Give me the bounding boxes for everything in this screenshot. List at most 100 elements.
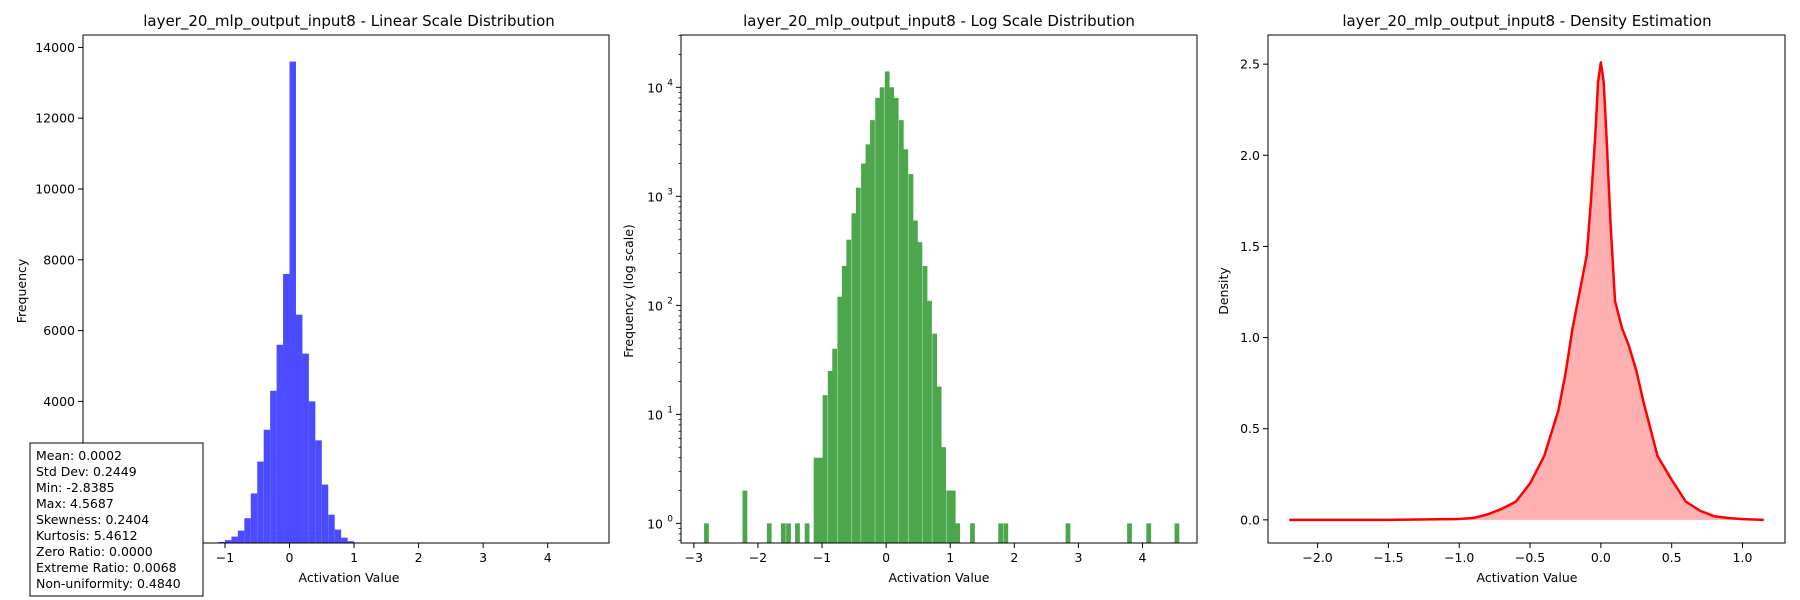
log-x-tick-label: −1 — [813, 550, 831, 565]
log-histogram-bar — [827, 370, 833, 543]
linear-histogram-bar — [315, 440, 322, 543]
log-y-tick-exponent: 2 — [667, 296, 673, 306]
density-panel: layer_20_mlp_output_input8 - Density Est… — [1216, 12, 1786, 585]
log-x-axis-label: Activation Value — [889, 570, 990, 585]
density-x-axis-label: Activation Value — [1477, 570, 1578, 585]
density-curve-line — [1289, 61, 1764, 522]
linear-histogram-bar — [334, 529, 342, 543]
log-histogram-bar — [998, 523, 1004, 543]
log-y-tick-label: 10 — [647, 407, 663, 422]
log-histogram-bar — [822, 395, 828, 543]
log-x-tick-label: −3 — [685, 550, 703, 565]
log-histogram-bar — [841, 265, 847, 543]
linear-y-tick-label: 12000 — [35, 111, 75, 126]
linear-x-axis-label: Activation Value — [299, 570, 400, 585]
log-scale-panel: layer_20_mlp_output_input8 - Log Scale D… — [621, 12, 1198, 585]
linear-histogram-bar — [237, 530, 245, 543]
log-histogram-bar — [879, 87, 885, 544]
log-x-tick-label: 2 — [1010, 550, 1018, 565]
log-histogram-bar — [922, 265, 928, 543]
statistics-box-frame — [29, 442, 204, 597]
linear-x-tick-label: 4 — [544, 550, 552, 565]
log-y-tick-exponent: 0 — [667, 514, 673, 524]
log-histogram-bar — [865, 144, 871, 543]
linear-histogram-bar — [289, 61, 296, 543]
linear-y-tick-label: 10000 — [35, 181, 75, 196]
log-histogram-bar — [932, 333, 938, 543]
linear-histogram-bar — [231, 536, 238, 543]
density-y-tick-label: 1.5 — [1240, 239, 1260, 254]
density-y-tick-label: 1.0 — [1240, 330, 1260, 345]
log-histogram-bar — [813, 457, 819, 543]
density-x-tick-label: 1.0 — [1733, 550, 1753, 565]
linear-histogram-bar — [295, 314, 303, 543]
linear-plot-frame — [82, 34, 610, 544]
log-histogram-bar — [908, 174, 914, 544]
density-curve-area — [1289, 61, 1764, 522]
linear-y-tick-label: 14000 — [35, 40, 75, 55]
log-y-tick-exponent: 3 — [667, 187, 673, 197]
log-x-tick-label: 3 — [1074, 550, 1082, 565]
log-histogram-bar — [1146, 523, 1152, 543]
density-y-tick-label: 2.0 — [1240, 148, 1260, 163]
linear-histogram-bar — [302, 353, 309, 543]
log-x-tick-label: 0 — [882, 550, 890, 565]
linear-histogram-bar — [321, 484, 329, 543]
density-y-tick-label: 0.0 — [1240, 512, 1260, 527]
log-x-tick-label: 1 — [946, 550, 954, 565]
statistics-box: Mean: 0.0002 Std Dev: 0.2449 Min: -2.838… — [29, 442, 204, 597]
linear-histogram-bar — [250, 493, 258, 543]
log-y-tick-exponent: 1 — [667, 405, 673, 415]
linear-y-tick-label: 4000 — [43, 394, 75, 409]
linear-histogram-bar — [328, 514, 335, 543]
log-histogram-bar — [1065, 523, 1071, 543]
log-x-tick-label: −2 — [749, 550, 767, 565]
log-histogram-bar — [946, 490, 952, 543]
log-histogram-bar — [936, 386, 942, 543]
density-chart-title: layer_20_mlp_output_input8 - Density Est… — [1342, 12, 1711, 31]
log-histogram-bar — [913, 220, 918, 543]
log-histogram-bar — [927, 300, 932, 543]
linear-histogram-bars — [218, 61, 361, 543]
log-histogram-bar — [917, 242, 923, 543]
linear-chart-title: layer_20_mlp_output_input8 - Linear Scal… — [143, 12, 555, 31]
log-histogram-bar — [970, 523, 975, 543]
stat-std-dev: Std Dev: 0.2449 — [36, 464, 137, 479]
linear-y-tick-label: 6000 — [43, 323, 75, 338]
linear-histogram-bar — [257, 461, 264, 543]
log-histogram-bar — [893, 97, 899, 543]
stat-non-uniformity: Non-uniformity: 0.4840 — [36, 576, 181, 591]
log-histogram-bar — [870, 120, 875, 543]
linear-scale-panel: layer_20_mlp_output_input8 - Linear Scal… — [14, 12, 610, 597]
log-histogram-bar — [832, 348, 838, 543]
log-histogram-bar — [851, 213, 857, 544]
density-axes: −2.0 −1.5 −1.0 −0.5 0.0 0.5 1.0 0.0 0.5 1.0 1.5 2.0… — [1240, 34, 1786, 565]
log-chart-title: layer_20_mlp_output_input8 - Log Scale D… — [743, 12, 1135, 31]
log-histogram-bar — [898, 120, 904, 543]
density-y-axis-label: Density — [1216, 267, 1231, 315]
log-histogram-bar — [786, 523, 791, 543]
density-x-tick-label: −1.0 — [1444, 550, 1474, 565]
density-x-tick-label: 0.5 — [1662, 550, 1682, 565]
log-y-tick-label: 10 — [647, 189, 663, 204]
log-y-tick-exponent: 4 — [667, 78, 673, 88]
stat-skewness: Skewness: 0.2404 — [36, 512, 149, 527]
density-plot-frame — [1267, 34, 1786, 544]
linear-histogram-bar — [308, 401, 316, 543]
log-histogram-bar — [766, 523, 772, 543]
log-histogram-bar — [1174, 523, 1180, 543]
log-histogram-bar — [955, 523, 961, 543]
log-y-axis-label: Frequency (log scale) — [621, 224, 636, 358]
log-y-tick-label: 10 — [647, 80, 663, 95]
linear-y-tick-label: 8000 — [43, 252, 75, 267]
linear-histogram-bar — [276, 344, 284, 543]
linear-histogram-bar — [347, 541, 355, 543]
stat-zero-ratio: Zero Ratio: 0.0000 — [36, 544, 153, 559]
density-y-tick-label: 2.5 — [1240, 57, 1260, 72]
log-histogram-bar — [884, 71, 890, 544]
stat-max: Max: 4.5687 — [36, 496, 114, 511]
linear-y-axis-label: Frequency — [14, 258, 29, 323]
log-y-tick-label: 10 — [647, 298, 663, 313]
log-histogram-bar — [861, 163, 866, 544]
linear-axes: −1 0 1 2 3 4 4000 6000 8000 10000 12000 14000 — [35, 34, 610, 565]
